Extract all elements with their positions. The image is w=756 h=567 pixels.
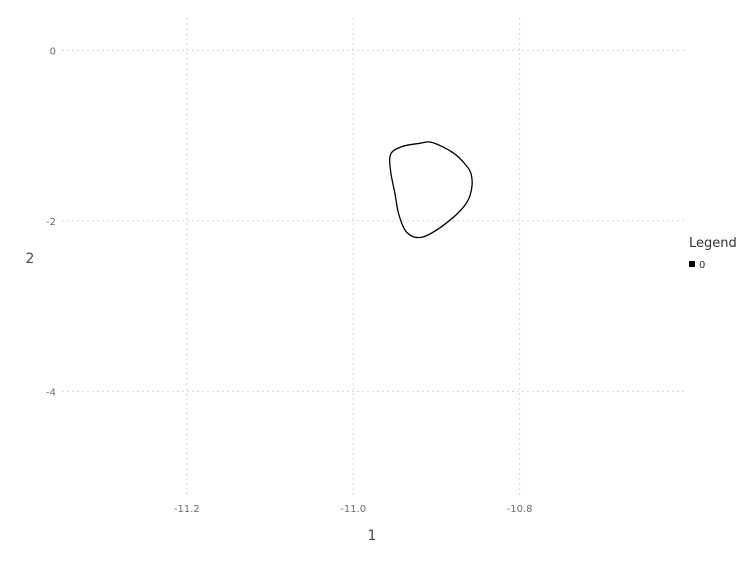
plot-area [389, 141, 473, 239]
legend: Legend 0 [689, 236, 737, 271]
y-tick-label: -2 [46, 217, 56, 228]
legend-entry-label: 0 [699, 260, 705, 271]
x-tick-label: -10.8 [507, 504, 533, 515]
x-axis-ticks: -11.2 -11.0 -10.8 [174, 504, 533, 515]
y-tick-label: -4 [46, 387, 56, 398]
y-axis-label: 2 [26, 251, 35, 267]
x-tick-label: -11.0 [340, 504, 366, 515]
y-axis-ticks: 0 -2 -4 [46, 46, 56, 398]
x-axis-label: 1 [368, 528, 377, 544]
legend-entries: 0 [689, 260, 705, 271]
grid [62, 18, 686, 498]
legend-swatch [689, 261, 695, 267]
series-line-0 [389, 141, 473, 239]
x-tick-label: -11.2 [174, 504, 200, 515]
legend-title: Legend [689, 236, 737, 251]
y-tick-label: 0 [50, 46, 56, 57]
